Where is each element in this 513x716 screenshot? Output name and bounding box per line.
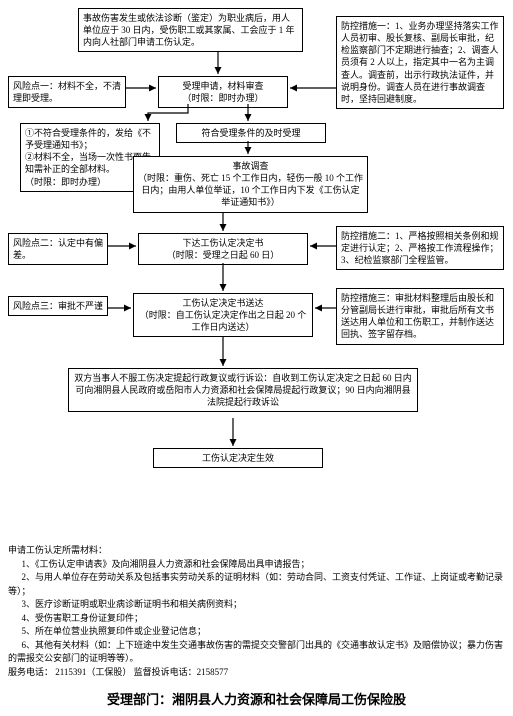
note-5: 5、所在单位营业执照复印件或企业登记信息； [8, 625, 505, 639]
notes-section: 申请工伤认定所需材料： 1、《工伤认定申请表》及向湘阴县人力资源和社会保障局出具… [8, 544, 505, 679]
node-deliver: 工伤认定决定书送达 （时限：自工伤认定决定作出之日起 20 个工作日内送达） [133, 293, 313, 337]
node-measure3: 防控措施三：审批材料整理后由股长和分管副局长进行审批，审批后所有文书送达用人单位… [336, 288, 504, 345]
node-measure2: 防控措施二：1、严格按照相关条例和规定进行认定；2、严格按工作流程操作；3、纪检… [336, 226, 504, 270]
node-risk3: 风险点三：审批不严谨 [8, 296, 108, 316]
note-1: 1、《工伤认定申请表》及向湘阴县人力资源和社会保障局出具申请报告； [8, 558, 505, 572]
note-3: 3、医疗诊断证明或职业病诊断证明书和相关病例资料； [8, 598, 505, 612]
node-measure1: 防控措施一：1、业务办理坚持落实工作人员初审、股长复核、副局长审批，纪检监察部门… [336, 16, 504, 109]
note-4: 4、受伤害职工身份证复印件； [8, 612, 505, 626]
node-appeal: 双方当事人不服工伤决定提起行政复议或行诉讼：自收到工伤认定决定之日起 60 日内… [68, 368, 418, 412]
node-risk1: 风险点一：材料不全，不清理即受理。 [8, 76, 126, 108]
footer-dept: 受理部门：湘阴县人力资源和社会保障局工伤保险股 [8, 689, 505, 708]
node-accept: 受理申请，材料审查 （时限：即时办理） [158, 76, 288, 108]
note-tel: 服务电话： 2115391（工保股） 监督投诉电话：2158577 [8, 666, 505, 680]
node-investigate: 事故调查 （时限：重伤、死亡 15 个工作日内，轻伤一般 10 个工作日内；由用… [133, 156, 368, 213]
node-effect: 工伤认定决定生效 [153, 448, 323, 468]
node-start: 事故伤害发生或依法诊断（鉴定）为职业病后，用人单位应于 30 日内，受伤职工或其… [78, 8, 303, 52]
note-2: 2、与用人单位存在劳动关系及包括事实劳动关系的证明材料（如：劳动合同、工资支付凭… [8, 571, 505, 598]
node-risk2: 风险点二：认定中有偏差。 [8, 233, 108, 265]
node-decide: 下达工伤认定决定书 （时限：受理之日起 60 日） [138, 233, 308, 265]
node-meet: 符合受理条件的及时受理 [176, 123, 326, 143]
notes-title: 申请工伤认定所需材料： [8, 544, 505, 558]
note-6: 6、其他有关材料（如：上下班途中发生交通事故伤害的需提交交警部门出具的《交通事故… [8, 639, 505, 666]
flowchart-container: 事故伤害发生或依法诊断（鉴定）为职业病后，用人单位应于 30 日内，受伤职工或其… [8, 8, 505, 538]
